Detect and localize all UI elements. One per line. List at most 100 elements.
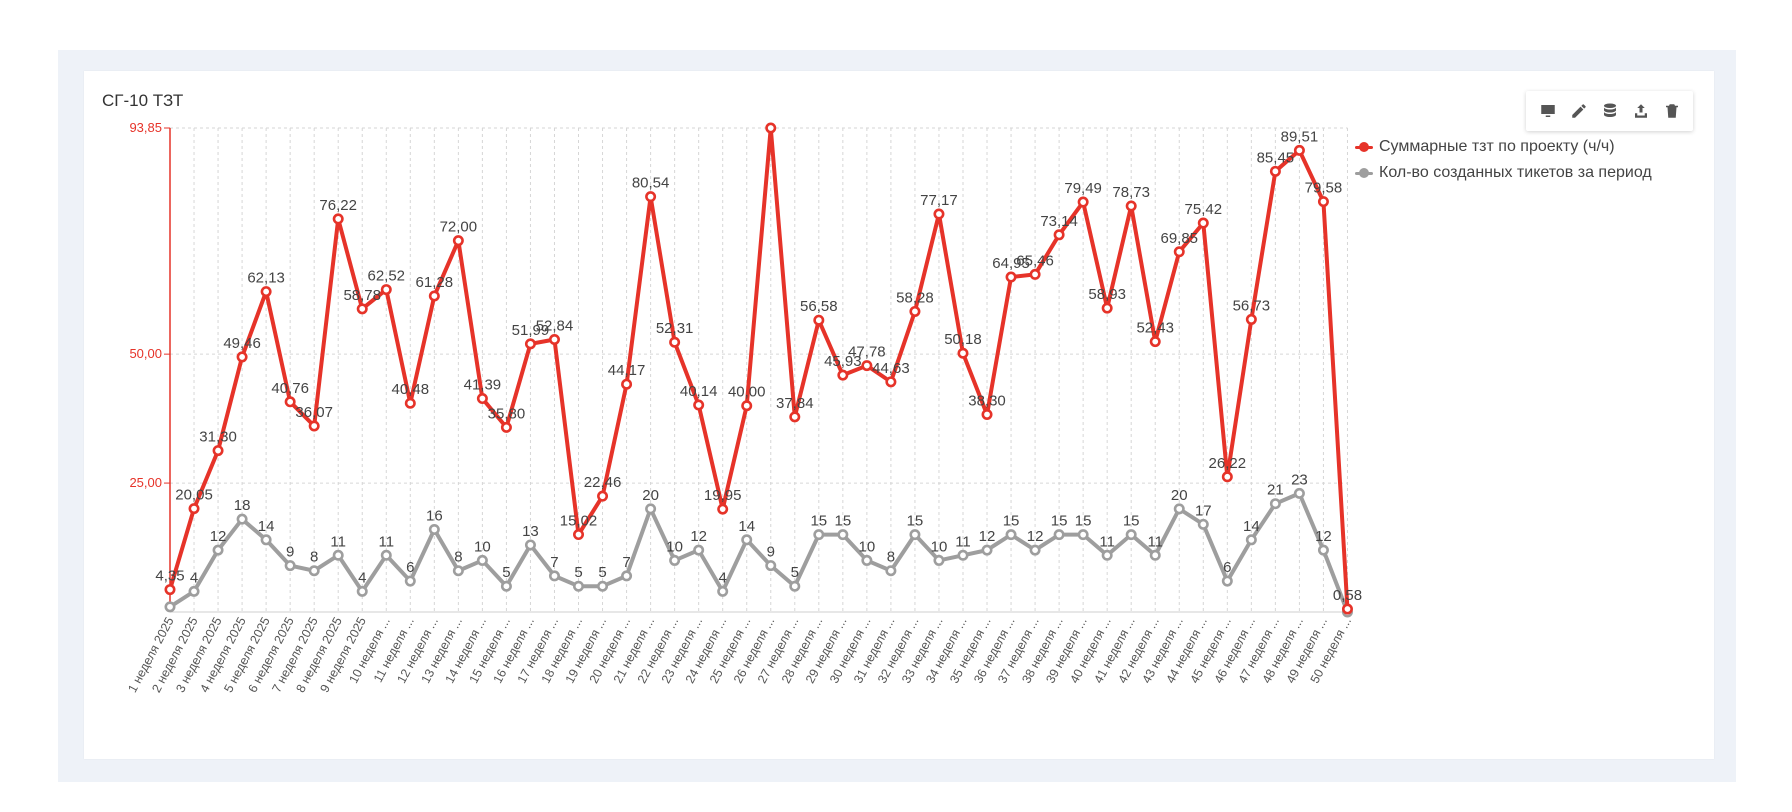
data-source-button[interactable] bbox=[1600, 101, 1620, 121]
data-point-1 bbox=[693, 544, 705, 556]
data-point-0 bbox=[789, 411, 801, 423]
data-point-0 bbox=[1173, 246, 1185, 258]
data-label-0: 31,30 bbox=[199, 429, 237, 446]
data-label-1: 15 bbox=[1003, 513, 1020, 530]
data-label-0: 44,63 bbox=[872, 360, 910, 377]
data-point-1 bbox=[645, 503, 657, 515]
data-point-1 bbox=[548, 570, 560, 582]
y-tick-label: 50,00 bbox=[129, 346, 162, 361]
data-point-0 bbox=[500, 421, 512, 433]
data-label-1: 7 bbox=[622, 554, 630, 571]
data-point-0 bbox=[717, 503, 729, 515]
data-label-1: 23 bbox=[1291, 471, 1308, 488]
data-point-1 bbox=[1173, 503, 1185, 515]
data-point-0 bbox=[1341, 603, 1353, 615]
data-point-1 bbox=[1125, 529, 1137, 541]
data-label-0: 73,14 bbox=[1040, 213, 1078, 230]
data-label-1: 11 bbox=[955, 533, 971, 550]
data-point-1 bbox=[909, 529, 921, 541]
data-point-1 bbox=[188, 585, 200, 597]
data-point-1 bbox=[212, 544, 224, 556]
data-point-0 bbox=[1197, 217, 1209, 229]
legend-swatch-red bbox=[1355, 142, 1373, 152]
data-point-1 bbox=[717, 585, 729, 597]
data-label-1: 9 bbox=[286, 544, 294, 561]
monitor-icon bbox=[1540, 105, 1555, 117]
data-point-1 bbox=[1269, 498, 1281, 510]
data-point-0 bbox=[645, 191, 657, 203]
data-point-1 bbox=[500, 580, 512, 592]
data-point-1 bbox=[621, 570, 633, 582]
data-point-1 bbox=[789, 580, 801, 592]
data-label-1: 6 bbox=[1223, 559, 1231, 576]
chart-title: СГ-10 ТЗТ bbox=[102, 91, 184, 110]
data-point-1 bbox=[452, 565, 464, 577]
data-label-0: 52,31 bbox=[656, 320, 694, 337]
data-point-1 bbox=[164, 601, 176, 613]
data-point-1 bbox=[1221, 575, 1233, 587]
data-point-1 bbox=[260, 534, 272, 546]
data-label-1: 11 bbox=[378, 533, 394, 550]
data-point-0 bbox=[476, 393, 488, 405]
data-point-0 bbox=[1269, 165, 1281, 177]
data-point-1 bbox=[981, 544, 993, 556]
data-point-1 bbox=[861, 554, 873, 566]
edit-button[interactable] bbox=[1569, 101, 1589, 121]
data-label-0: 76,22 bbox=[319, 197, 357, 214]
data-label-0: 40,76 bbox=[271, 380, 309, 397]
data-label-1: 20 bbox=[1171, 487, 1188, 504]
data-point-0 bbox=[861, 360, 873, 372]
data-point-0 bbox=[1221, 471, 1233, 483]
data-label-1: 15 bbox=[1051, 513, 1068, 530]
data-point-0 bbox=[981, 408, 993, 420]
delete-button[interactable] bbox=[1662, 101, 1682, 121]
legend-item-tickets[interactable]: Кол-во созданных тикетов за период bbox=[1355, 160, 1652, 186]
data-point-0 bbox=[260, 286, 272, 298]
data-label-1: 15 bbox=[834, 513, 851, 530]
data-label-0: 0,58 bbox=[1333, 587, 1362, 604]
legend-item-hours[interactable]: Суммарные тзт по проекту (ч/ч) bbox=[1355, 134, 1652, 160]
data-label-0: 77,17 bbox=[920, 192, 958, 209]
data-label-0: 38,30 bbox=[968, 392, 1006, 409]
data-label-0: 79,49 bbox=[1064, 180, 1102, 197]
data-point-1 bbox=[597, 580, 609, 592]
data-point-0 bbox=[597, 490, 609, 502]
data-label-0: 41,39 bbox=[464, 377, 502, 394]
data-label-0: 36,07 bbox=[295, 404, 333, 421]
data-point-1 bbox=[1197, 518, 1209, 530]
data-point-1 bbox=[669, 554, 681, 566]
data-point-0 bbox=[909, 305, 921, 317]
data-label-0: 52,84 bbox=[536, 317, 574, 334]
data-point-0 bbox=[380, 284, 392, 296]
data-label-1: 15 bbox=[1123, 513, 1140, 530]
data-point-0 bbox=[236, 351, 248, 363]
data-label-0: 44,17 bbox=[608, 362, 646, 379]
data-label-0: 40,14 bbox=[680, 383, 718, 400]
data-point-0 bbox=[1053, 229, 1065, 241]
data-point-1 bbox=[933, 554, 945, 566]
data-point-1 bbox=[1005, 529, 1017, 541]
data-label-1: 5 bbox=[574, 564, 582, 581]
monitor-button[interactable] bbox=[1538, 101, 1558, 121]
data-label-1: 11 bbox=[1099, 533, 1115, 550]
data-label-1: 13 bbox=[522, 523, 539, 540]
data-point-1 bbox=[404, 575, 416, 587]
data-label-1: 12 bbox=[210, 528, 227, 545]
data-point-0 bbox=[212, 445, 224, 457]
data-label-0: 79,58 bbox=[1305, 180, 1343, 197]
upload-icon bbox=[1634, 104, 1647, 118]
data-label-1: 12 bbox=[1315, 528, 1332, 545]
data-label-0: 35,80 bbox=[488, 405, 526, 422]
data-point-1 bbox=[885, 565, 897, 577]
data-point-1 bbox=[380, 549, 392, 561]
data-point-0 bbox=[1029, 268, 1041, 280]
legend-label-hours: Суммарные тзт по проекту (ч/ч) bbox=[1379, 138, 1615, 155]
data-point-1 bbox=[428, 523, 440, 535]
chart-card bbox=[84, 71, 1714, 759]
data-label-1: 16 bbox=[426, 507, 443, 524]
data-point-0 bbox=[1125, 200, 1137, 212]
export-button[interactable] bbox=[1631, 101, 1651, 121]
data-point-1 bbox=[1149, 549, 1161, 561]
data-label-0: 40,00 bbox=[728, 384, 766, 401]
